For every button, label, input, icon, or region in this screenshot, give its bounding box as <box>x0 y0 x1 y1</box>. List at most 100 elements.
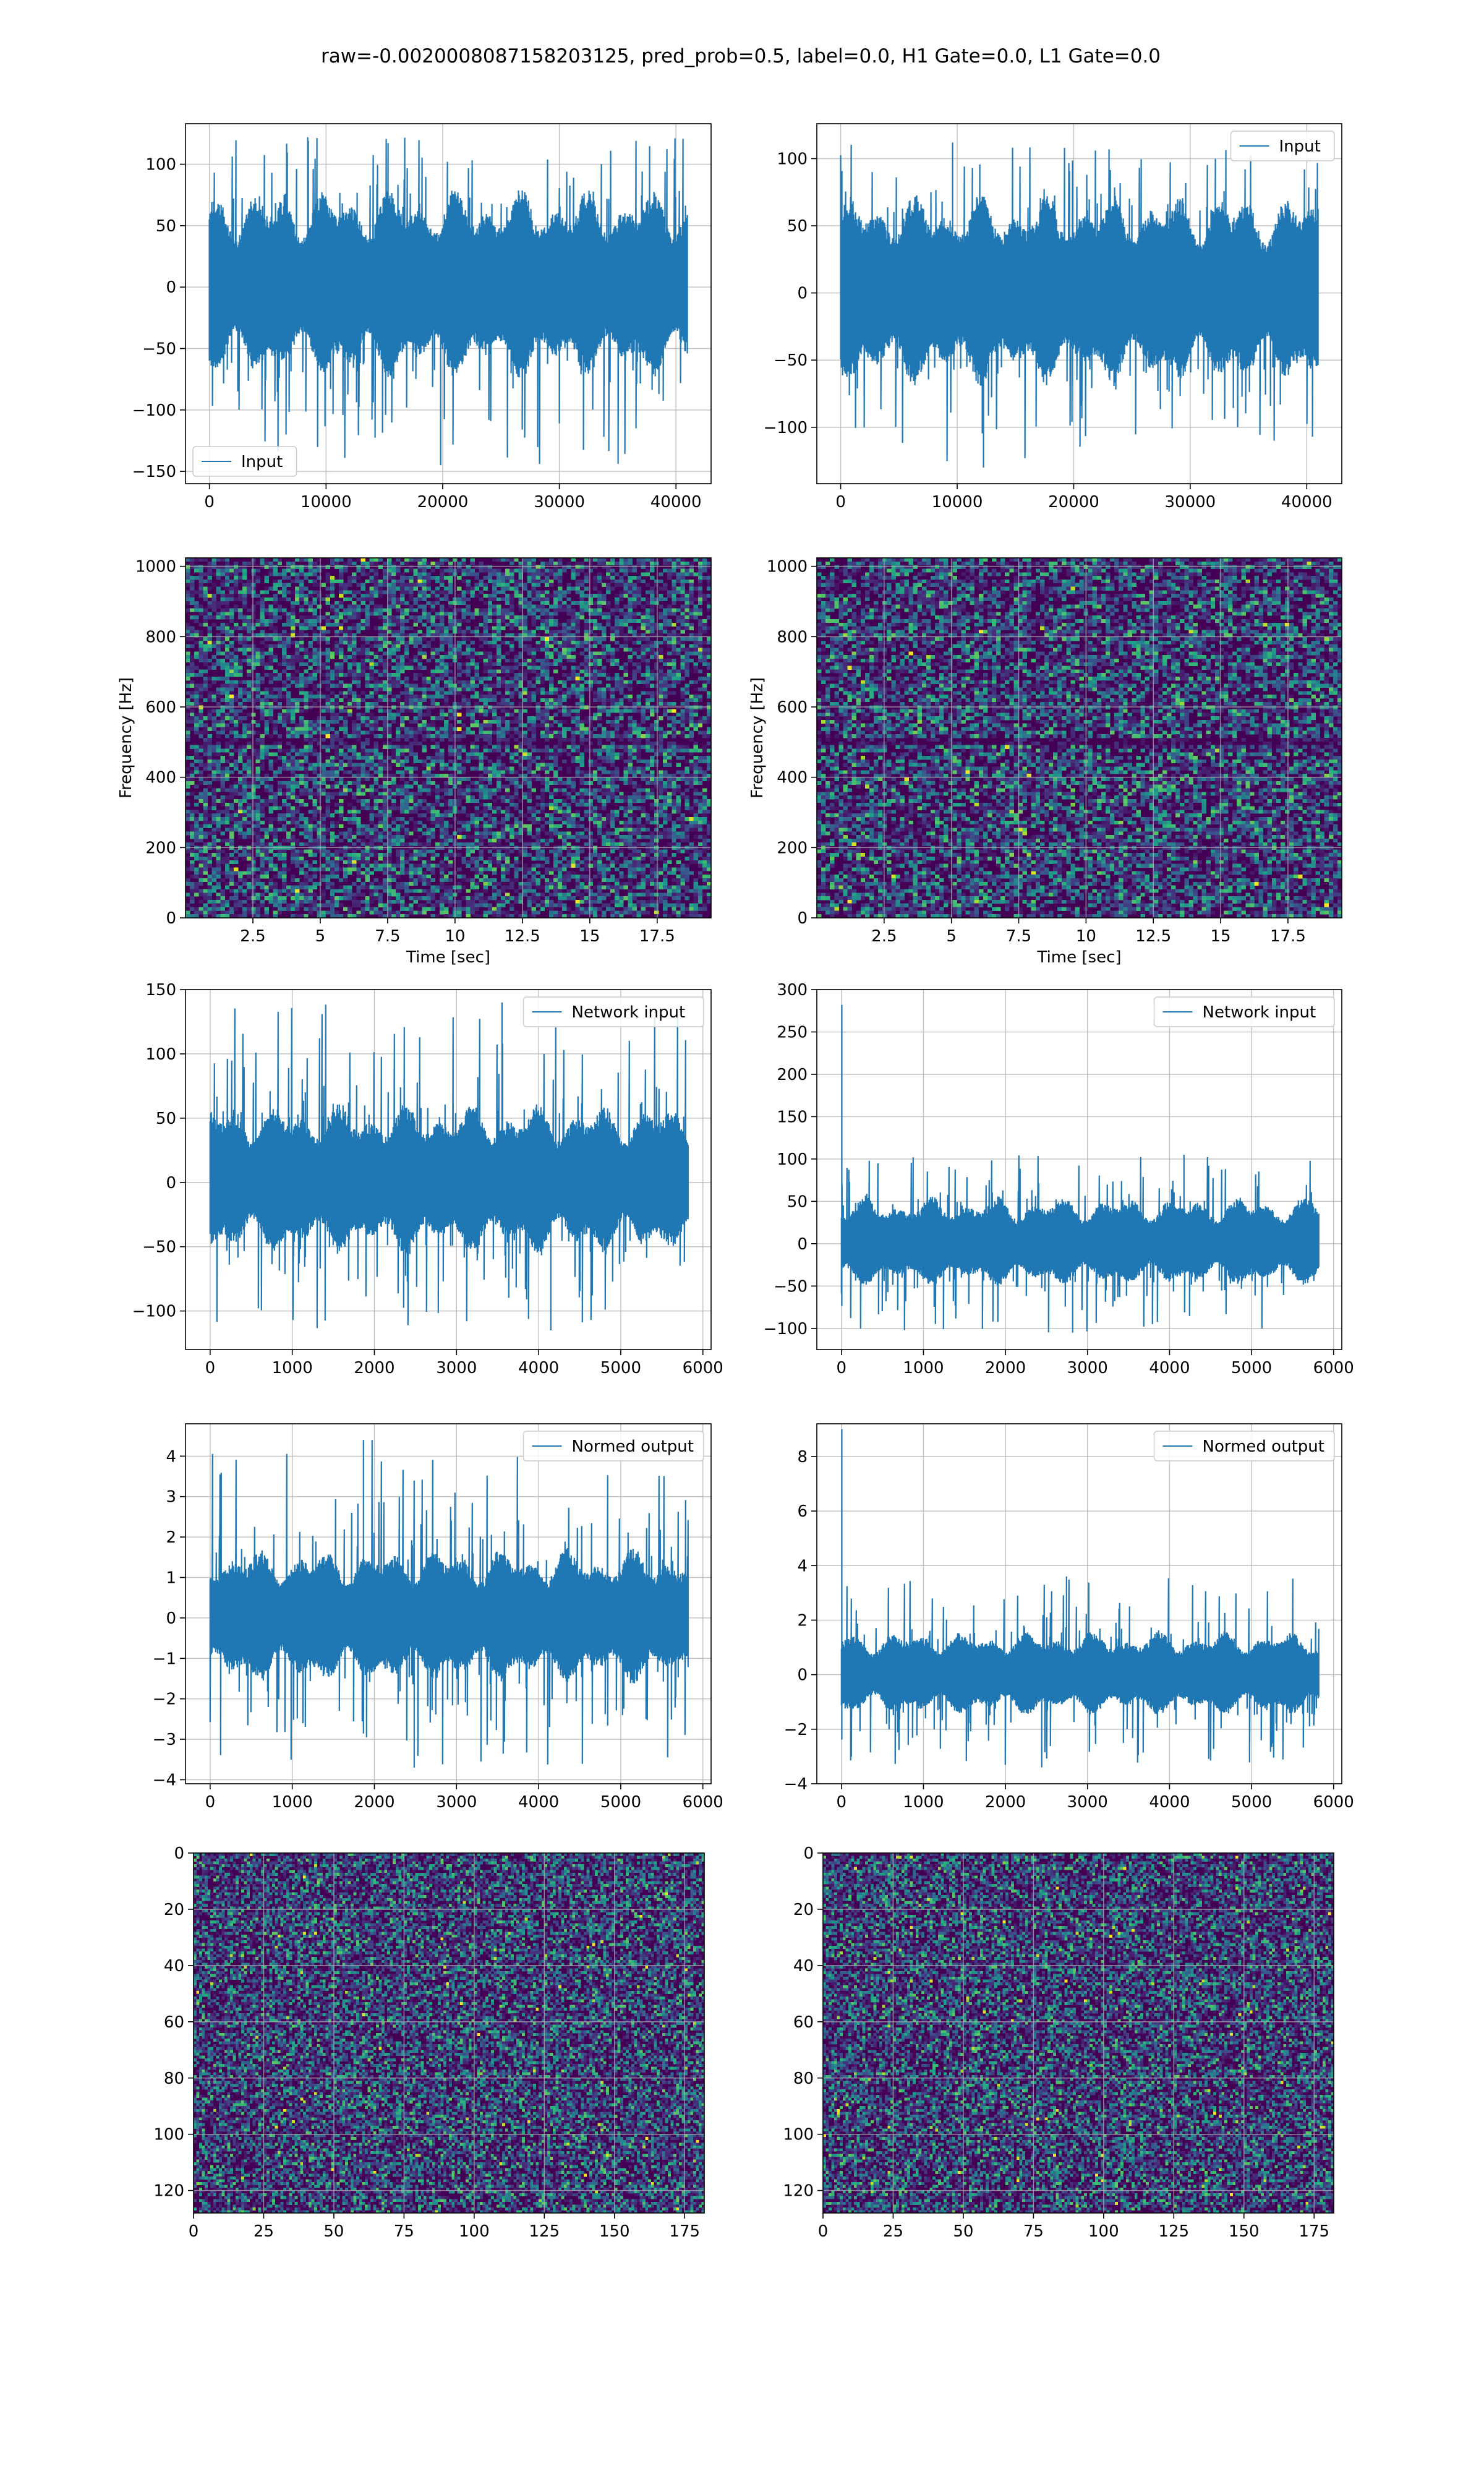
x-tick-label: 4000 <box>1149 1359 1190 1377</box>
y-tick-label: 100 <box>777 1150 808 1169</box>
axes-frame <box>816 557 1342 918</box>
y-tick-label: −50 <box>142 1238 176 1257</box>
x-tick-label: 50 <box>953 2222 973 2241</box>
subplot-grid: 0 10000 20000 30000 40000−150−100−50050100In… <box>117 123 1354 2241</box>
figure-suptitle: raw=-0.0020008087158203125, pred_prob=0.… <box>321 45 1161 67</box>
y-tick-label: 0 <box>166 278 176 297</box>
x-tick-label: 4000 <box>518 1793 559 1812</box>
grid-lines <box>817 989 1342 1350</box>
y-tick-label: 0 <box>803 1844 814 1863</box>
y-tick-label: 6 <box>797 1502 808 1521</box>
y-tick-label: 20 <box>164 1901 184 1919</box>
y-tick-label: 120 <box>783 2182 814 2201</box>
x-tick-label: 2000 <box>354 1359 394 1377</box>
x-tick-label: 150 <box>1229 2222 1260 2241</box>
legend-box <box>522 996 704 1027</box>
y-tick-label: −1 <box>153 1650 176 1668</box>
y-tick-label: 4 <box>797 1557 808 1575</box>
ticks: 0 10000 20000 30000 40000 −100 −50 0 50 100 <box>764 150 1333 511</box>
axes-frame <box>816 123 1342 484</box>
x-tick-label: 1000 <box>272 1359 313 1377</box>
x-tick-label: 1000 <box>272 1793 313 1812</box>
legend-label: Network input <box>1203 1003 1316 1022</box>
y-tick-label: 400 <box>145 769 176 787</box>
x-tick-label: 3000 <box>436 1359 477 1377</box>
x-tick-label: 2000 <box>354 1793 394 1812</box>
y-tick-label: −3 <box>153 1731 176 1749</box>
y-tick-label: 100 <box>783 2126 814 2144</box>
y-tick-label: 60 <box>793 2013 814 2032</box>
y-tick-label: 20 <box>793 1901 814 1919</box>
x-axis-label: Time [sec] <box>1036 948 1121 967</box>
y-tick-label: 100 <box>145 156 176 174</box>
y-tick-label: 2 <box>166 1528 176 1547</box>
ticks: 0 25 50 75 100 125 150 175 0 20 40 60 80 100 120 <box>783 1844 1329 2241</box>
y-tick-label: −100 <box>132 401 176 420</box>
x-tick-label: 100 <box>459 2222 490 2241</box>
subplot-row5-left: 0 25 50 75 100 125 150 175 0 20 40 60 80 100 120 <box>153 1844 705 2241</box>
x-tick-label: 5000 <box>1231 1793 1272 1812</box>
y-tick-label: −100 <box>764 419 808 437</box>
x-tick-label: 6000 <box>683 1793 723 1812</box>
x-tick-label: 15 <box>579 927 600 946</box>
series-line <box>208 137 688 466</box>
y-tick-label: 0 <box>797 909 808 928</box>
y-tick-label: 150 <box>777 1108 808 1126</box>
x-tick-label: 5000 <box>600 1793 641 1812</box>
ticks: 0 1000 2000 3000 4000 5000 6000 −100 −50 0 50 100 15… <box>764 981 1354 1377</box>
y-tick-label: 100 <box>153 2126 184 2144</box>
x-tick-label: 12.5 <box>505 927 540 946</box>
x-tick-label: 2.5 <box>240 927 265 946</box>
y-tick-label: −150 <box>132 463 176 481</box>
y-tick-label: 80 <box>793 2070 814 2088</box>
y-tick-label: 150 <box>145 981 176 999</box>
ticks: 2.5 5 7.5 10 12.5 15 17.5 0 200 400 600 800 1000 <box>135 558 675 946</box>
legend: Normed output <box>522 1431 704 1462</box>
x-tick-label: 0 <box>205 1359 216 1377</box>
legend-label: Normed output <box>572 1437 694 1456</box>
x-tick-label: 150 <box>599 2222 630 2241</box>
legend: Normed output <box>1153 1431 1335 1462</box>
y-tick-label: 80 <box>164 2070 184 2088</box>
y-tick-label: 40 <box>793 1957 814 1975</box>
subplot-row3-left: 0 1000 2000 3000 4000 5000 6000 −100 −50 0 50 100 15… <box>132 981 723 1377</box>
x-tick-label: 0 <box>189 2222 199 2241</box>
legend: Network input <box>1153 996 1335 1027</box>
x-tick-label: 40000 <box>1281 493 1333 511</box>
x-tick-label: 100 <box>1088 2222 1119 2241</box>
y-tick-label: 8 <box>797 1448 808 1466</box>
y-tick-label: 0 <box>797 1666 808 1685</box>
y-tick-label: 200 <box>777 1066 808 1084</box>
x-tick-label: 17.5 <box>639 927 675 946</box>
ticks: 0 1000 2000 3000 4000 5000 6000 −4 −2 0 2 4 6 8 <box>784 1448 1354 1812</box>
y-tick-label: 0 <box>166 1174 176 1192</box>
x-tick-label: 125 <box>1158 2222 1189 2241</box>
legend-box <box>1153 1431 1335 1462</box>
series-line <box>840 142 1319 468</box>
axes-frame <box>816 989 1342 1350</box>
y-tick-label: 1000 <box>767 558 808 576</box>
y-tick-label: −2 <box>153 1690 176 1709</box>
legend-label: Input <box>241 453 283 471</box>
x-tick-label: 25 <box>883 2222 903 2241</box>
y-tick-label: 600 <box>145 698 176 717</box>
y-tick-label: 250 <box>777 1023 808 1042</box>
y-tick-label: −50 <box>774 351 808 370</box>
y-axis-label: Frequency [Hz] <box>117 677 135 798</box>
legend-box <box>192 446 297 477</box>
x-tick-label: 1000 <box>903 1359 944 1377</box>
subplot-row3-right: 0 1000 2000 3000 4000 5000 6000 −100 −50 0 50 100 15… <box>764 981 1354 1377</box>
y-tick-label: 0 <box>797 285 808 303</box>
legend: Input <box>1230 131 1335 161</box>
x-tick-label: 3000 <box>1067 1793 1108 1812</box>
heatmap-cells <box>823 1853 1334 2214</box>
y-tick-label: 50 <box>787 217 808 236</box>
legend-label: Normed output <box>1203 1437 1324 1456</box>
series-line <box>840 1004 1320 1333</box>
y-tick-label: 60 <box>164 2013 184 2032</box>
x-tick-label: 4000 <box>518 1359 559 1377</box>
subplot-row1-left: 0 10000 20000 30000 40000 −150 −100 −50 0 50 100 In… <box>132 123 712 511</box>
x-tick-label: 17.5 <box>1270 927 1306 946</box>
series-line <box>209 1440 689 1768</box>
